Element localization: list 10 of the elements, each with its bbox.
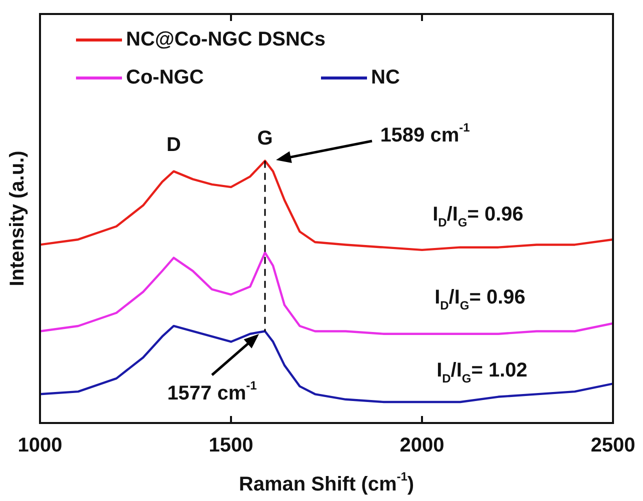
x-tick-label: 2500 bbox=[590, 434, 636, 457]
y-axis-title: Intensity (a.u.) bbox=[6, 150, 29, 286]
x-tick-label: 1500 bbox=[208, 434, 254, 457]
x-tick-label: 2000 bbox=[400, 434, 444, 457]
legend-label: NC@Co-NGC DSNCs bbox=[126, 28, 326, 51]
x-tick-label: 1000 bbox=[18, 434, 62, 457]
legend-label: Co-NGC bbox=[126, 66, 204, 89]
annotation: G bbox=[257, 127, 273, 150]
legend-label: NC bbox=[371, 66, 400, 89]
annotation: D bbox=[166, 134, 181, 156]
